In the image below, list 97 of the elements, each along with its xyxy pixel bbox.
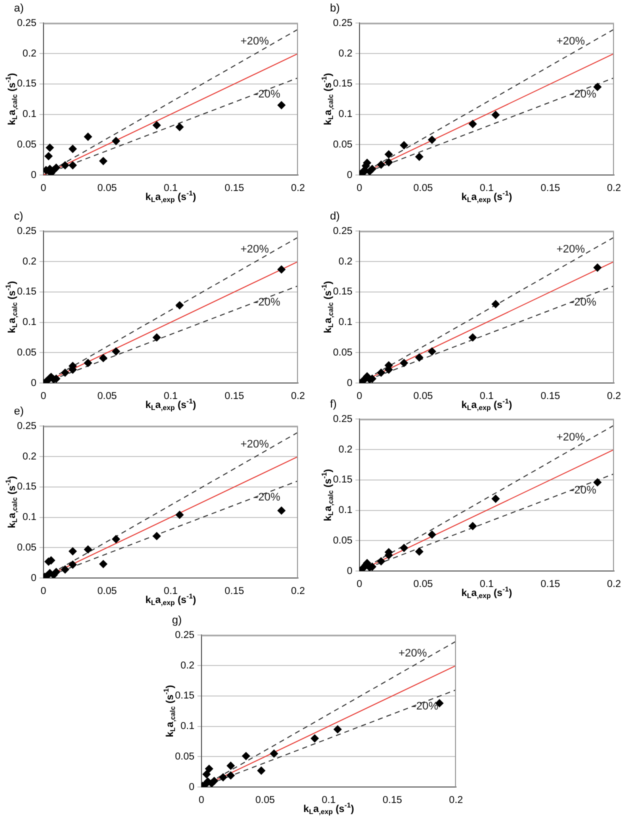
x-tick-label: 0.15 (540, 578, 561, 590)
x-tick-label: 0.05 (255, 794, 276, 806)
y-tick-label: 0.05 (16, 542, 37, 554)
x-tick-label: 0 (356, 182, 363, 194)
y-tick-label: 0.1 (22, 512, 37, 524)
y-tick-label: 0.2 (22, 256, 37, 268)
x-tick-label: 0.2 (291, 586, 306, 597)
y-tick-label: 0.2 (338, 256, 353, 268)
annotation: -20% (570, 296, 597, 309)
y-tick-label: 0.05 (16, 347, 37, 358)
x-tick-label: 0.2 (291, 390, 306, 402)
y-tick-label: 0.05 (174, 751, 195, 762)
annotation: -20% (254, 296, 281, 309)
annotation: +20% (240, 243, 270, 256)
y-tick-label: 0.25 (332, 18, 353, 29)
y-tick-label: 0.15 (16, 482, 37, 493)
x-tick-label: 0 (40, 390, 47, 402)
x-tick-label: 0.15 (540, 390, 561, 402)
x-tick-label: 0.2 (607, 578, 622, 590)
y-tick-label: 0.15 (332, 78, 353, 90)
x-tick-label: 0.05 (97, 182, 118, 194)
annotation: +20% (240, 438, 270, 450)
x-tick-label: 0 (40, 586, 47, 597)
annotation: +20% (556, 35, 586, 48)
y-tick-label: 0 (346, 566, 353, 577)
x-tick-label: 0.1 (164, 182, 178, 194)
annotation: +20% (398, 647, 428, 660)
y-tick-label: 0.1 (338, 505, 353, 516)
y-tick-label: 0 (188, 782, 195, 793)
y-tick-label: 0.1 (22, 109, 37, 120)
y-tick-label: 0 (346, 378, 353, 389)
x-tick-label: 0.15 (382, 794, 403, 806)
y-tick-label: 0.2 (22, 451, 37, 462)
x-tick-label: 0 (356, 390, 363, 402)
annotation: +20% (240, 35, 270, 48)
x-tick-label: 0.1 (480, 182, 494, 194)
y-tick-label: 0.15 (332, 474, 353, 486)
y-tick-label: 0.05 (16, 139, 37, 150)
y-tick-label: 0.05 (332, 347, 353, 358)
x-tick-label: 0.1 (480, 390, 494, 402)
x-tick-label: 0.05 (413, 390, 434, 402)
chart-title: b) (330, 2, 340, 15)
annotation: -20% (570, 484, 597, 497)
y-tick-label: 0.15 (174, 690, 195, 702)
x-tick-label: 0.1 (164, 586, 178, 597)
y-tick-label: 0.15 (16, 78, 37, 90)
y-tick-label: 0.25 (332, 226, 353, 237)
y-tick-label: 0.1 (180, 721, 195, 732)
annotation: +20% (556, 431, 586, 444)
chart-title: f) (330, 398, 337, 411)
chart-title: e) (14, 406, 24, 418)
x-tick-label: 0.15 (224, 390, 245, 402)
x-tick-label: 0.1 (164, 390, 178, 402)
y-tick-label: 0.2 (22, 48, 37, 60)
x-tick-label: 0.2 (607, 182, 622, 194)
y-tick-label: 0.25 (174, 630, 195, 641)
x-tick-label: 0.15 (540, 182, 561, 194)
y-tick-label: 0.05 (332, 535, 353, 546)
x-tick-label: 0.2 (291, 182, 306, 194)
y-tick-label: 0.25 (16, 226, 37, 237)
x-tick-label: 0 (198, 794, 205, 806)
x-tick-label: 0 (40, 182, 47, 194)
x-tick-label: 0.2 (449, 794, 464, 806)
y-tick-label: 0.15 (332, 286, 353, 298)
y-tick-label: 0.25 (16, 18, 37, 29)
x-tick-label: 0 (356, 578, 363, 590)
chart-title: c) (14, 210, 24, 223)
chart-title: d) (330, 210, 340, 223)
y-tick-label: 0.2 (338, 444, 353, 456)
chart-title: g) (172, 614, 182, 627)
y-tick-label: 0.25 (332, 414, 353, 425)
annotation: +20% (556, 243, 586, 256)
x-tick-label: 0.05 (413, 578, 434, 590)
x-tick-label: 0.05 (97, 586, 118, 597)
chart-title: a) (14, 2, 24, 15)
x-tick-label: 0.05 (97, 390, 118, 402)
annotation: -20% (254, 88, 281, 101)
y-tick-label: 0.2 (180, 660, 195, 672)
y-tick-label: 0.25 (16, 420, 37, 432)
y-tick-label: 0.2 (338, 48, 353, 60)
y-tick-label: 0.05 (332, 139, 353, 150)
y-tick-label: 0.1 (22, 317, 37, 328)
y-tick-label: 0.1 (338, 109, 353, 120)
x-tick-label: 0.1 (480, 578, 494, 590)
y-tick-label: 0 (30, 378, 37, 389)
y-tick-label: 0 (30, 170, 37, 181)
y-tick-label: 0.1 (338, 317, 353, 328)
x-tick-label: 0.15 (224, 586, 245, 597)
x-tick-label: 0.1 (322, 794, 336, 806)
y-tick-label: 0 (346, 170, 353, 181)
annotation: -20% (412, 700, 439, 713)
x-tick-label: 0.05 (413, 182, 434, 194)
x-tick-label: 0.15 (224, 182, 245, 194)
annotation: -20% (570, 88, 597, 101)
annotation: -20% (254, 492, 281, 504)
y-tick-label: 0.15 (16, 286, 37, 298)
x-tick-label: 0.2 (607, 390, 622, 402)
